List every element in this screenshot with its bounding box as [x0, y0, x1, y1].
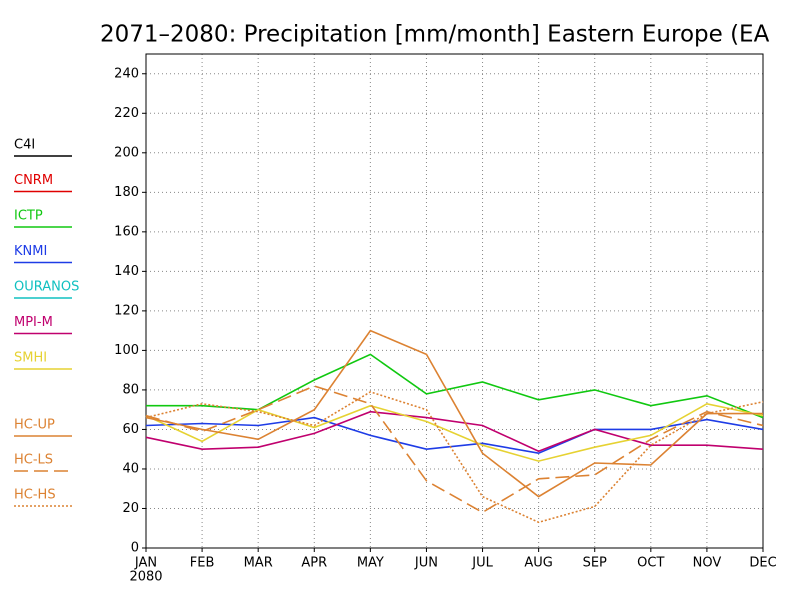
- y-tick-label: 160: [114, 224, 139, 239]
- series-line: [145, 329, 763, 498]
- y-tick-label: 20: [122, 501, 139, 516]
- series-line: [145, 402, 764, 462]
- y-tick-label: 200: [114, 145, 139, 160]
- y-tick-label: 180: [114, 185, 139, 200]
- series-line: [145, 385, 764, 514]
- x-sublabel: 2080: [129, 570, 162, 585]
- y-tick-label: 100: [114, 343, 139, 358]
- series-line: [145, 410, 764, 453]
- legend-label: CNRM: [14, 173, 53, 188]
- x-tick-label: FEB: [190, 556, 215, 571]
- plot-frame: [145, 53, 764, 549]
- legend-label: C4I: [14, 138, 35, 153]
- y-tick-label: 40: [122, 461, 139, 476]
- x-tick-label: JUL: [471, 556, 493, 571]
- x-tick-label: MAR: [244, 556, 273, 571]
- legend-label: ICTP: [14, 209, 43, 224]
- x-tick-label: JAN: [134, 556, 157, 571]
- y-tick-label: 240: [114, 66, 139, 81]
- x-tick-label: NOV: [693, 556, 722, 571]
- y-tick-label: 120: [114, 303, 139, 318]
- legend-label: OURANOS: [14, 280, 79, 295]
- legend-label: KNMI: [14, 244, 47, 259]
- x-tick-label: JUN: [414, 556, 438, 571]
- legend-label: HC-HS: [14, 488, 56, 503]
- chart-title: 2071–2080: Precipitation [mm/month] East…: [100, 22, 770, 48]
- y-tick-label: 60: [122, 422, 139, 437]
- y-tick-label: 80: [122, 382, 139, 397]
- x-tick-label: SEP: [583, 556, 607, 571]
- y-tick-label: 140: [114, 264, 139, 279]
- x-tick-label: OCT: [637, 556, 664, 571]
- legend-label: SMHI: [14, 351, 47, 366]
- y-tick-label: 220: [114, 106, 139, 121]
- legend-label: MPI-M: [14, 315, 53, 330]
- x-tick-label: APR: [301, 556, 327, 571]
- x-tick-label: MAY: [357, 556, 384, 571]
- x-tick-label: AUG: [524, 556, 552, 571]
- x-tick-label: DEC: [749, 556, 776, 571]
- y-tick-label: 0: [131, 541, 139, 556]
- legend-label: HC-LS: [14, 453, 53, 468]
- series-line: [146, 353, 764, 419]
- legend-label: HC-UP: [14, 418, 55, 433]
- series-line: [145, 416, 764, 455]
- series-line: [145, 391, 764, 524]
